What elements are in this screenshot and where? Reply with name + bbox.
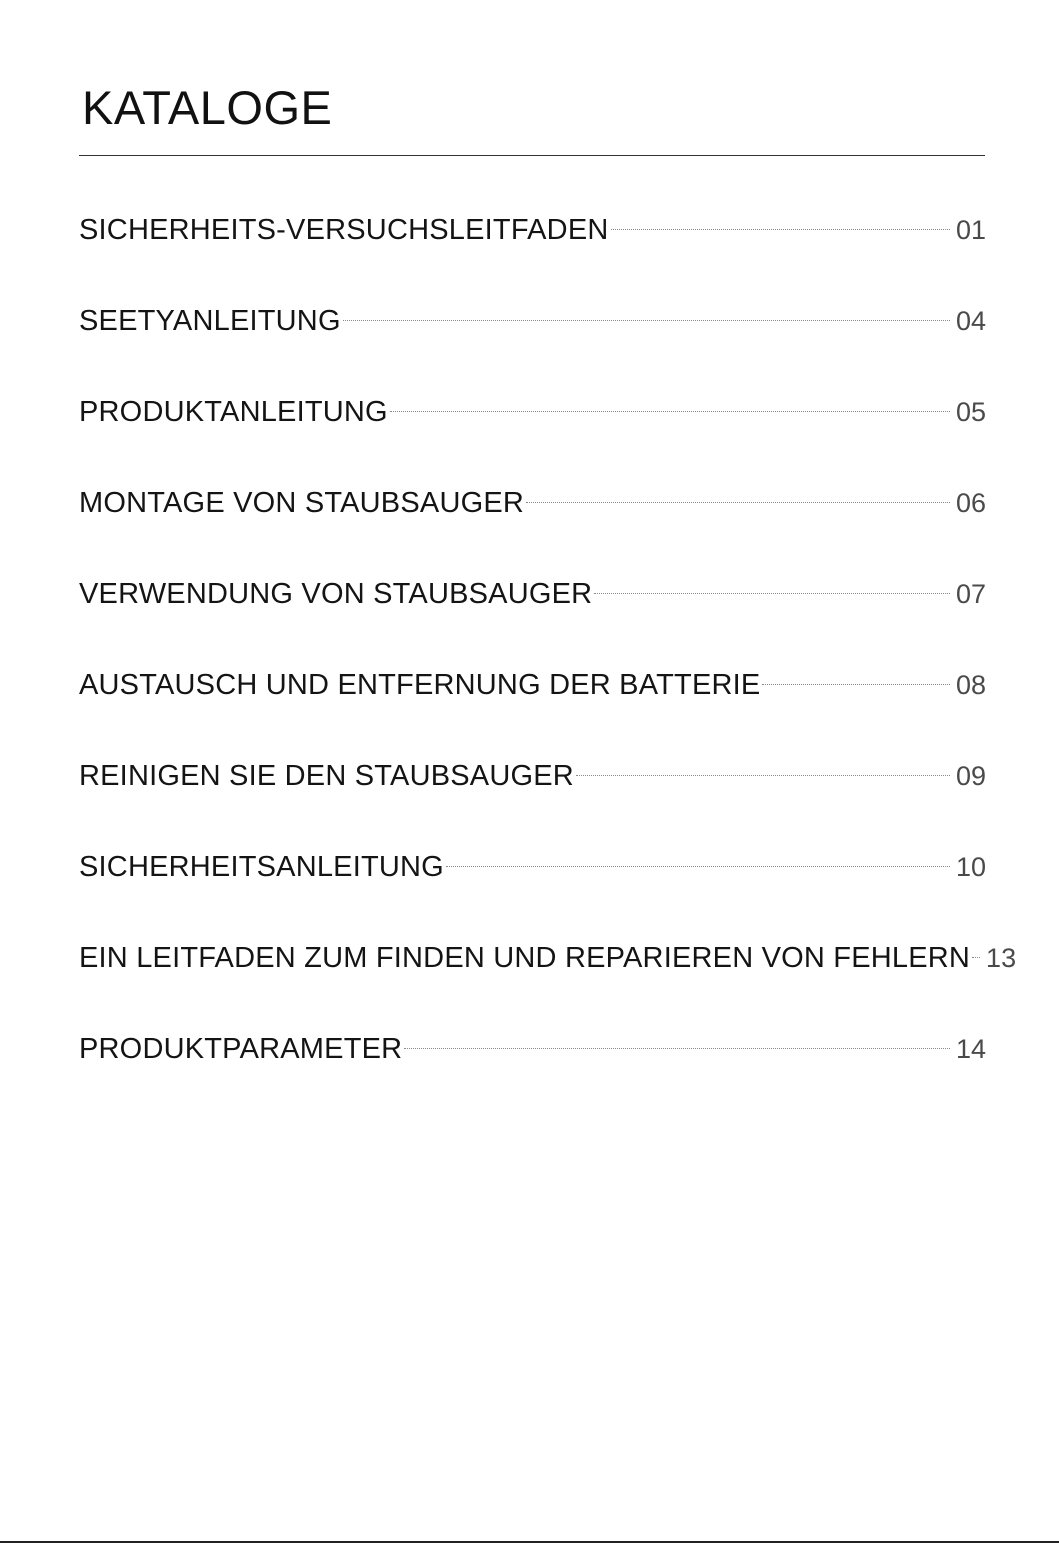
toc-entry-title: REINIGEN SIE DEN STAUBSAUGER [79,760,574,792]
title-divider [79,155,985,156]
dot-leader [526,502,950,503]
toc-entry[interactable]: REINIGEN SIE DEN STAUBSAUGER 09 [79,754,986,845]
dot-leader [445,866,950,867]
toc-entry-title: PRODUKTPARAMETER [79,1033,403,1065]
dot-leader [972,957,981,958]
toc-entry-title: EIN LEITFADEN ZUM FINDEN UND REPARIEREN … [79,942,971,974]
bottom-edge-line [0,1541,1059,1543]
toc-entry-title: AUSTAUSCH UND ENTFERNUNG DER BATTERIE [79,669,761,701]
toc-entry-title: SICHERHEITS-VERSUCHSLEITFADEN [79,214,609,246]
toc-entry[interactable]: EIN LEITFADEN ZUM FINDEN UND REPARIEREN … [79,936,1016,1027]
toc-page-number: 14 [955,1034,986,1064]
toc-page-number: 07 [955,579,986,609]
toc-entry[interactable]: VERWENDUNG VON STAUBSAUGER 07 [79,572,986,663]
toc-page-number: 04 [955,306,986,336]
toc-entry[interactable]: MONTAGE VON STAUBSAUGER 06 [79,481,986,572]
dot-leader [342,320,950,321]
toc-page-number: 06 [955,488,986,518]
dot-leader [404,1048,950,1049]
toc-entry[interactable]: SICHERHEITS-VERSUCHSLEITFADEN 01 [79,208,986,299]
toc-page-number: 05 [955,397,986,427]
dot-leader [594,593,950,594]
dot-leader [575,775,950,776]
toc-entry[interactable]: AUSTAUSCH UND ENTFERNUNG DER BATTERIE 08 [79,663,986,754]
dot-leader [610,229,950,230]
toc-page-number: 01 [955,215,986,245]
toc-entry-title: VERWENDUNG VON STAUBSAUGER [79,578,593,610]
toc-entry[interactable]: PRODUKTANLEITUNG 05 [79,390,986,481]
toc-entry[interactable]: SEETYANLEITUNG 04 [79,299,986,390]
toc-entry-title: SEETYANLEITUNG [79,305,341,337]
toc-entry-title: MONTAGE VON STAUBSAUGER [79,487,525,519]
page-title: KATALOGE [82,81,333,134]
dot-leader [762,684,950,685]
toc-entry-title: PRODUKTANLEITUNG [79,396,388,428]
dot-leader [389,411,950,412]
toc-entry[interactable]: SICHERHEITSANLEITUNG 10 [79,845,986,936]
toc-page-number: 10 [955,852,986,882]
table-of-contents: SICHERHEITS-VERSUCHSLEITFADEN 01 SEETYAN… [79,208,1016,1118]
toc-page-number: 09 [955,761,986,791]
toc-page-number: 13 [986,943,1017,973]
toc-page-number: 08 [955,670,986,700]
toc-entry[interactable]: PRODUKTPARAMETER 14 [79,1027,986,1118]
toc-entry-title: SICHERHEITSANLEITUNG [79,851,444,883]
